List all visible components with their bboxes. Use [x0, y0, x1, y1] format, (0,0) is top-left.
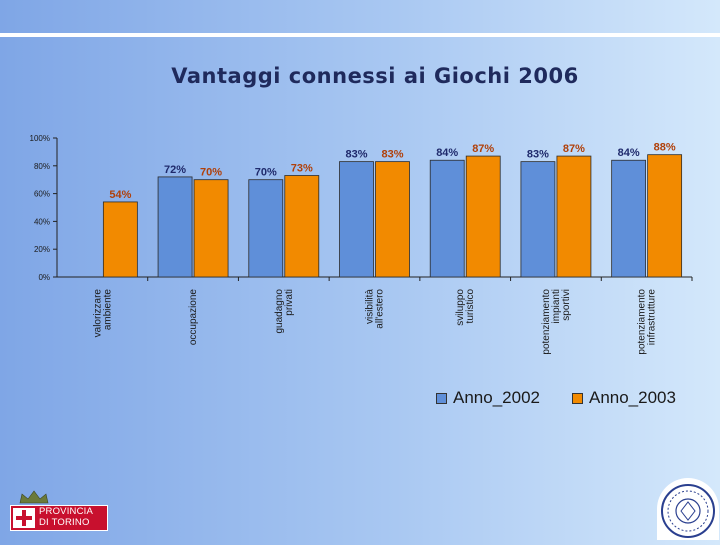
data-label-2002: 70%: [255, 167, 277, 179]
logo-text: PROVINCIA DI TORINO: [39, 506, 94, 528]
x-tick-label: sviluppo turistico: [455, 289, 476, 326]
x-tick-label-line: turistico: [465, 289, 476, 324]
x-tick-label: guadagno privati: [274, 289, 295, 334]
bar-2003: [375, 161, 410, 278]
x-tick-label-line: potenziamento: [541, 289, 552, 355]
bar-2002: [339, 161, 374, 278]
seal-icon: [661, 484, 715, 538]
cross-icon: [13, 508, 35, 528]
x-tick-label: occupazione: [188, 289, 199, 346]
bar-2002: [429, 159, 465, 278]
x-tick-label-line: privati: [284, 289, 295, 316]
data-label-2003: 87%: [472, 143, 494, 155]
x-tick-label-line: sportivi: [561, 289, 572, 321]
x-tick-label: visibilità all'estero: [365, 289, 386, 329]
y-tick-label: 0%: [38, 273, 50, 282]
bar-2003: [284, 175, 320, 278]
data-label-2003: 87%: [563, 143, 585, 155]
data-label-2002: 83%: [527, 149, 549, 161]
data-label-2002: 84%: [436, 147, 458, 159]
data-label-2002: 83%: [345, 149, 367, 161]
data-label-2003: 88%: [654, 142, 676, 154]
legend-label-2003: Anno_2003: [588, 388, 676, 407]
chart-legend: Anno_2002 Anno_2003: [436, 388, 708, 408]
x-tick-label-line: occupazione: [188, 289, 199, 346]
bar-2003: [102, 201, 138, 278]
x-tick-label: valorizzare ambiente: [92, 289, 113, 338]
bar-2003: [647, 154, 683, 278]
x-tick-label-line: all'estero: [375, 289, 386, 329]
seal-logo: [657, 478, 719, 540]
x-tick-label-line: ambiente: [102, 289, 113, 331]
data-label-2002: 84%: [618, 147, 640, 159]
x-tick-label-line: valorizzare: [92, 289, 103, 338]
x-tick-label-line: potenziamento: [637, 289, 648, 355]
x-tick-label-line: visibilità: [365, 289, 376, 324]
x-tick-label: potenziamento infrastrutture: [637, 289, 658, 355]
legend-item-2002: Anno_2002: [436, 388, 540, 408]
data-label-2003: 54%: [109, 189, 131, 201]
provincia-flag: PROVINCIA DI TORINO: [10, 505, 108, 531]
y-tick-label: 40%: [34, 217, 50, 226]
bar-2002: [520, 161, 556, 278]
y-tick-label: 60%: [34, 190, 50, 199]
x-tick-label-line: infrastrutture: [647, 289, 658, 346]
data-label-2003: 73%: [291, 163, 313, 175]
x-tick-label-line: guadagno: [274, 289, 285, 334]
provincia-torino-logo: PROVINCIA DI TORINO: [4, 490, 108, 534]
x-tick-label-line: impianti: [551, 289, 562, 323]
logo-text-line2: DI TORINO: [39, 516, 90, 528]
data-label-2003: 83%: [381, 149, 403, 161]
legend-item-2003: Anno_2003: [571, 388, 676, 408]
page-title: Vantaggi connessi ai Giochi 2006: [171, 64, 579, 88]
bar-2002: [611, 159, 647, 278]
bar-2003: [193, 179, 229, 278]
x-tick-label: potenziamento impianti sportivi: [541, 289, 572, 355]
legend-swatch-2002: [436, 392, 447, 404]
bar-2003: [556, 155, 592, 278]
crown-icon: [19, 490, 49, 504]
bar-2002: [248, 179, 284, 278]
top-rule: [0, 33, 720, 37]
y-tick-label: 20%: [34, 245, 50, 254]
bar-2002: [157, 176, 193, 278]
legend-swatch-2003: [571, 392, 583, 404]
y-tick-label: 80%: [34, 162, 50, 171]
chart-labels: 54% valorizzare ambiente 72% 70% occupazione 7…: [92, 142, 676, 355]
data-label-2002: 72%: [164, 164, 186, 176]
data-label-2003: 70%: [200, 167, 222, 179]
logo-text-line1: PROVINCIA: [39, 506, 94, 517]
x-tick-label-line: sviluppo: [455, 289, 466, 326]
bar-2003: [465, 155, 501, 278]
chart-bars: [102, 154, 683, 278]
y-tick-label: 100%: [30, 134, 50, 143]
legend-label-2002: Anno_2002: [453, 388, 540, 407]
